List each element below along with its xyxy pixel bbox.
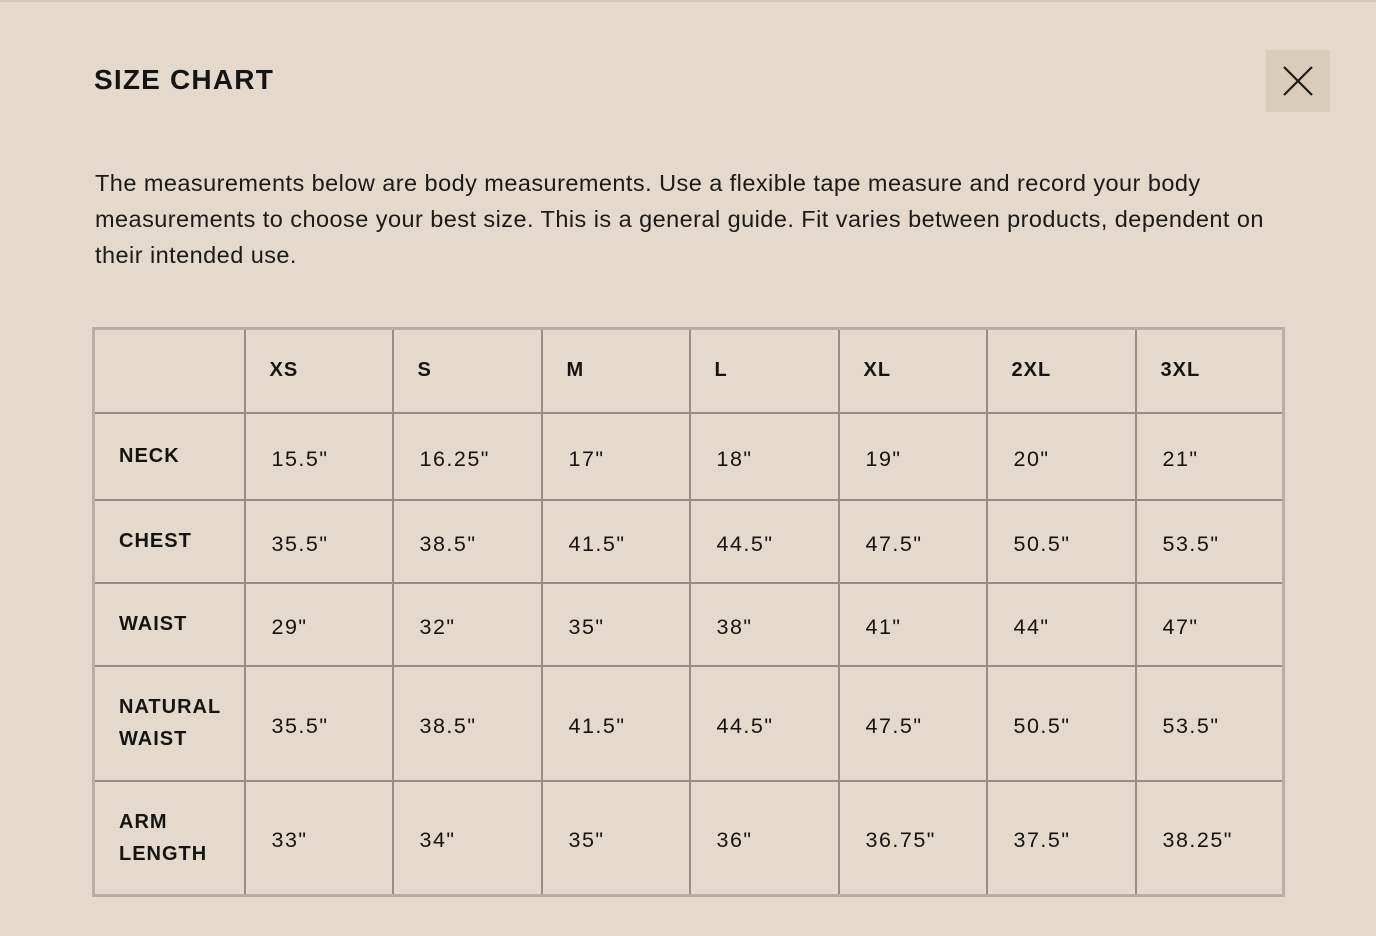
- measurement-label-line: NATURAL: [119, 696, 222, 718]
- measurement-value: 47.5": [837, 498, 988, 584]
- top-divider: [0, 0, 1376, 2]
- measurement-value: 44": [985, 581, 1137, 667]
- close-x-icon: [1283, 66, 1313, 96]
- measurement-value: 53.5": [1134, 498, 1285, 584]
- measurement-value: 47.5": [837, 664, 988, 782]
- measurement-value: 38.5": [391, 498, 543, 584]
- measurement-label: ARM LENGTH: [92, 779, 246, 897]
- table-row: WAIST 29" 32" 35" 38" 41" 44" 47": [92, 581, 1285, 667]
- table-row: NECK 15.5" 16.25" 17" 18" 19" 20" 21": [92, 411, 1285, 501]
- size-header: XL: [837, 327, 988, 414]
- measurement-label: NATURAL WAIST: [92, 664, 246, 782]
- measurement-label-line: ARM: [119, 810, 168, 833]
- measurement-value: 34": [391, 779, 543, 897]
- measurement-value: 35": [540, 779, 691, 897]
- measurement-value: 33": [243, 779, 394, 897]
- measurement-label-line: NECK: [119, 445, 180, 467]
- measurement-value: 32": [391, 581, 543, 667]
- measurement-value: 44.5": [688, 498, 840, 584]
- measurement-value: 50.5": [985, 664, 1137, 782]
- measurement-value: 16.25": [391, 411, 543, 501]
- size-header: 3XL: [1134, 327, 1285, 414]
- measurement-label-line: WAIST: [119, 728, 188, 750]
- measurement-value: 47": [1134, 581, 1285, 667]
- size-chart-table: XS S M L XL 2XL 3XL NECK 15.5" 16.25" 17" 18" 19" 20…: [92, 327, 1285, 897]
- measurement-value: 17": [540, 411, 691, 501]
- table-row: NATURAL WAIST 35.5" 38.5" 41.5" 44.5" 47.5" 50.…: [92, 664, 1285, 782]
- measurement-label-line: WAIST: [119, 613, 188, 635]
- measurement-label: NECK: [92, 411, 246, 501]
- measurement-label: CHEST: [92, 498, 246, 584]
- measurement-label-line: CHEST: [119, 530, 192, 552]
- table-row: CHEST 35.5" 38.5" 41.5" 44.5" 47.5" 50.5" 53.5": [92, 498, 1285, 584]
- header-row: XS S M L XL 2XL 3XL: [92, 327, 1285, 414]
- size-header: M: [540, 327, 691, 414]
- measurement-value: 35.5": [243, 664, 394, 782]
- measurement-value: 36.75": [837, 779, 988, 897]
- measurement-value: 50.5": [985, 498, 1137, 584]
- size-header: L: [688, 327, 840, 414]
- measurement-value: 41.5": [540, 498, 691, 584]
- measurement-value: 38.25": [1134, 779, 1285, 897]
- close-button[interactable]: [1266, 50, 1330, 112]
- measurement-value: 38.5": [391, 664, 543, 782]
- measurement-label: WAIST: [92, 581, 246, 667]
- size-header: S: [391, 327, 543, 414]
- measurement-value: 18": [688, 411, 840, 501]
- measurement-value: 20": [985, 411, 1137, 501]
- size-header: XS: [243, 327, 394, 414]
- measurement-value: 36": [688, 779, 840, 897]
- measurement-value: 35.5": [243, 498, 394, 584]
- measurement-value: 53.5": [1134, 664, 1285, 782]
- measurement-value: 41.5": [540, 664, 691, 782]
- measurement-label-line: LENGTH: [119, 842, 208, 865]
- measurement-value: 41": [837, 581, 988, 667]
- measurement-value: 15.5": [243, 411, 394, 501]
- measurement-value: 38": [688, 581, 840, 667]
- measurement-value: 29": [243, 581, 394, 667]
- measurement-value: 21": [1134, 411, 1285, 501]
- measurement-value: 37.5": [985, 779, 1137, 897]
- corner-header: [92, 327, 246, 414]
- measurement-value: 19": [837, 411, 988, 501]
- page-title: SIZE CHART: [94, 64, 274, 95]
- measurement-value: 44.5": [688, 664, 840, 782]
- size-chart-description: The measurements below are body measurem…: [95, 170, 1264, 268]
- size-header: 2XL: [985, 327, 1137, 414]
- table-row: ARM LENGTH 33" 34" 35" 36" 36.75" 37.5" 38.25": [92, 779, 1285, 897]
- measurement-value: 35": [540, 581, 691, 667]
